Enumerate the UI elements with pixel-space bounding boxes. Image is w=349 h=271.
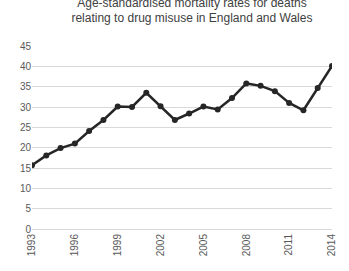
svg-text:0: 0: [25, 224, 31, 235]
svg-text:2005: 2005: [198, 234, 209, 257]
svg-text:1996: 1996: [69, 234, 80, 257]
svg-text:45: 45: [20, 41, 32, 52]
svg-text:15: 15: [20, 163, 32, 174]
svg-text:2008: 2008: [241, 234, 252, 257]
svg-text:1999: 1999: [112, 234, 123, 257]
svg-text:40: 40: [20, 61, 32, 72]
svg-text:5: 5: [25, 203, 31, 214]
svg-text:25: 25: [20, 122, 32, 133]
svg-text:30: 30: [20, 102, 32, 113]
svg-text:2011: 2011: [283, 234, 294, 256]
svg-text:35: 35: [20, 81, 32, 92]
svg-text:2002: 2002: [155, 234, 166, 257]
svg-text:20: 20: [20, 142, 32, 153]
svg-text:1993: 1993: [26, 234, 37, 257]
svg-text:2014: 2014: [326, 234, 337, 257]
svg-text:Age-standardised mortality rat: Age-standardised mortality rates for dea…: [71, 0, 312, 25]
svg-text:10: 10: [20, 183, 32, 194]
